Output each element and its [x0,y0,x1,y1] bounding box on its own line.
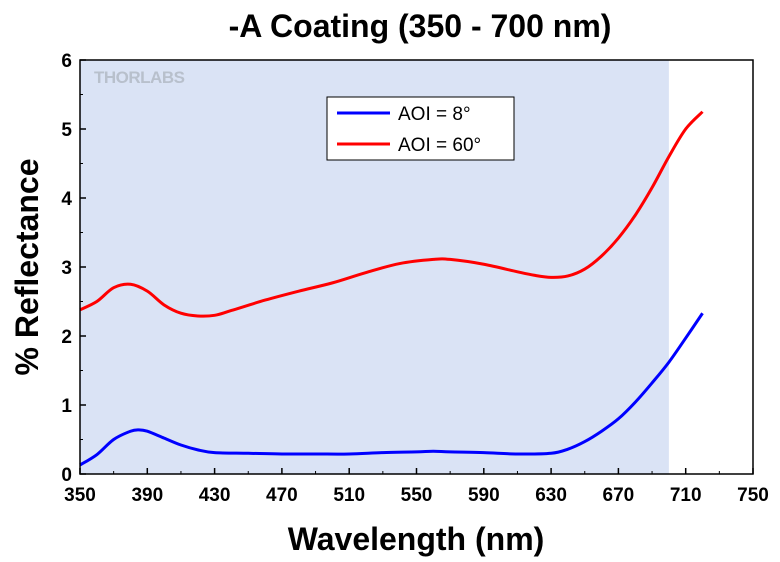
x-tick-label: 390 [131,485,163,506]
x-tick-label: 550 [401,485,433,506]
x-tick-label: 750 [737,485,769,506]
x-tick-label: 670 [603,485,635,506]
legend: AOI = 8° AOI = 60° [326,96,515,161]
x-tick-label: 590 [468,485,500,506]
legend-label-60: AOI = 60° [398,135,481,156]
x-tick-label: 510 [333,485,365,506]
series-layer [79,110,704,467]
y-axis-title: % Reflectance [9,159,45,376]
y-tick-label: 1 [61,396,72,417]
x-tick-label: 710 [670,485,702,506]
legend-label-8: AOI = 8° [398,104,471,125]
logo: THORLABS [94,68,185,87]
series-line-0 [79,312,704,467]
y-tick-label: 0 [61,465,72,486]
x-tick-label: 350 [64,485,96,506]
y-axis: 0 1 2 3 4 5 6 [61,51,86,486]
x-axis-title: Wavelength (nm) [288,521,545,557]
y-tick-label: 6 [61,51,72,72]
y-tick-label: 5 [61,120,72,141]
chart-title: -A Coating (350 - 700 nm) [229,8,612,44]
legend-box [326,96,515,161]
x-tick-label: 430 [199,485,231,506]
y-tick-label: 4 [61,189,72,210]
x-axis: 350 390 430 470 510 550 590 630 670 710 750 [64,468,769,506]
y-tick-label: 3 [61,258,72,279]
logo-text: THORLABS [94,68,185,87]
x-tick-label: 470 [266,485,298,506]
y-tick-label: 2 [61,327,72,348]
series-line-1 [79,110,704,318]
x-tick-label: 630 [535,485,567,506]
